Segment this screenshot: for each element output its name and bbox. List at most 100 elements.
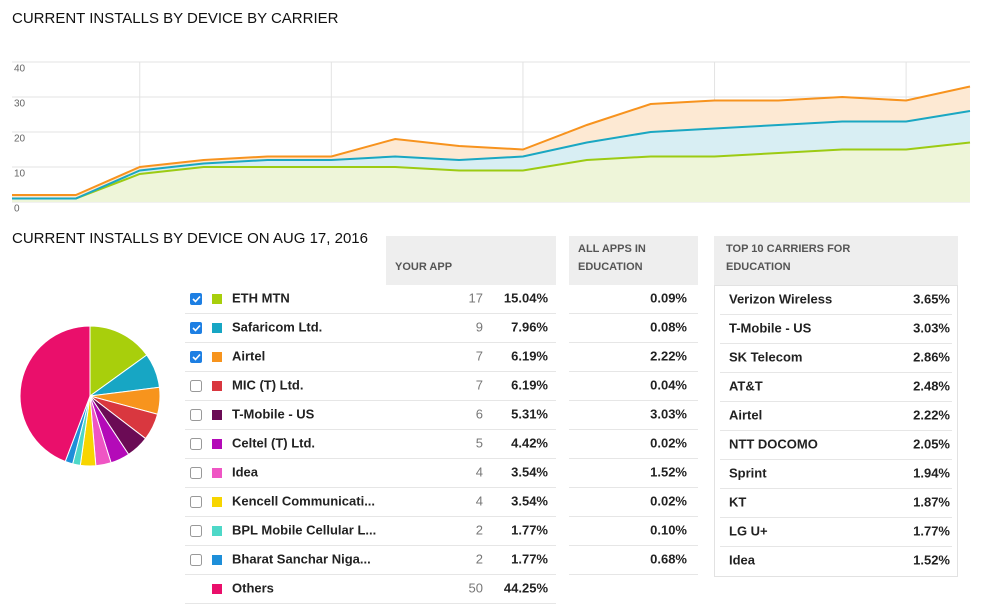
swatch bbox=[212, 352, 222, 362]
install-share: 5.31% bbox=[511, 406, 548, 421]
install-share: 3.54% bbox=[511, 464, 548, 479]
y-tick-label: 40 bbox=[14, 64, 26, 75]
install-count: 2 bbox=[476, 551, 483, 566]
carrier-name: Airtel bbox=[232, 348, 265, 363]
install-share: 44.25% bbox=[504, 580, 549, 595]
install-share: 1.77% bbox=[511, 551, 548, 566]
carrier-share: 1.87% bbox=[913, 494, 950, 509]
swatch bbox=[212, 526, 222, 536]
carrier-name: Idea bbox=[729, 552, 756, 567]
carrier-name: Safaricom Ltd. bbox=[232, 319, 322, 334]
checkbox[interactable] bbox=[190, 438, 202, 450]
y-tick-label: 20 bbox=[14, 134, 26, 145]
checkbox[interactable] bbox=[190, 409, 202, 421]
carrier-share: 2.05% bbox=[913, 436, 950, 451]
carrier-name: KT bbox=[729, 494, 746, 509]
area bbox=[12, 111, 970, 199]
install-share: 6.19% bbox=[511, 377, 548, 392]
carrier-share: 3.03% bbox=[913, 320, 950, 335]
install-count: 17 bbox=[469, 290, 483, 305]
education-share: 0.68% bbox=[650, 551, 687, 566]
swatch bbox=[212, 439, 222, 449]
education-share: 0.04% bbox=[650, 377, 687, 392]
checkbox[interactable] bbox=[190, 496, 202, 508]
swatch bbox=[212, 468, 222, 478]
carrier-name: LG U+ bbox=[729, 523, 768, 538]
y-tick-label: 30 bbox=[14, 99, 26, 110]
pie-slice bbox=[89, 325, 148, 397]
line bbox=[12, 141, 971, 200]
education-share: 0.08% bbox=[650, 319, 687, 334]
checkbox[interactable] bbox=[190, 322, 202, 334]
check-mark bbox=[192, 353, 201, 361]
carrier-name: NTT DOCOMO bbox=[729, 436, 818, 451]
carrier-name: Bharat Sanchar Niga... bbox=[232, 551, 371, 566]
carrier-share: 1.77% bbox=[913, 523, 950, 538]
carrier-name: Others bbox=[232, 580, 274, 595]
education-share: 0.02% bbox=[650, 493, 687, 508]
header-bg bbox=[569, 236, 698, 285]
check-mark bbox=[192, 324, 201, 332]
header: EDUCATION bbox=[726, 261, 791, 273]
carrier-name: Idea bbox=[232, 464, 259, 479]
install-count: 2 bbox=[476, 522, 483, 537]
carrier-name: T-Mobile - US bbox=[232, 406, 315, 421]
chart-title: CURRENT INSTALLS BY DEVICE ON AUG 17, 20… bbox=[12, 230, 368, 247]
carrier-share: 2.86% bbox=[913, 349, 950, 364]
install-share: 15.04% bbox=[504, 290, 549, 305]
education-share: 0.10% bbox=[650, 522, 687, 537]
pie-slice bbox=[19, 325, 91, 463]
checkbox[interactable] bbox=[190, 467, 202, 479]
chart-title: CURRENT INSTALLS BY DEVICE BY CARRIER bbox=[12, 10, 339, 27]
checkbox[interactable] bbox=[190, 380, 202, 392]
header: YOUR APP bbox=[395, 261, 452, 273]
carrier-name: ETH MTN bbox=[232, 290, 290, 305]
carrier-name: BPL Mobile Cellular L... bbox=[232, 522, 376, 537]
checkbox[interactable] bbox=[190, 293, 202, 305]
carrier-share: 1.94% bbox=[913, 465, 950, 480]
header-bg bbox=[714, 236, 958, 285]
carrier-name: Airtel bbox=[729, 407, 762, 422]
swatch bbox=[212, 497, 222, 507]
carrier-name: Verizon Wireless bbox=[729, 291, 832, 306]
carrier-share: 2.48% bbox=[913, 378, 950, 393]
carrier-name: Kencell Communicati... bbox=[232, 493, 375, 508]
header-bg bbox=[386, 236, 556, 285]
carrier-share: 2.22% bbox=[913, 407, 950, 422]
education-share: 0.09% bbox=[650, 290, 687, 305]
checkbox[interactable] bbox=[190, 554, 202, 566]
install-count: 6 bbox=[476, 406, 483, 421]
install-count: 7 bbox=[476, 348, 483, 363]
swatch bbox=[212, 323, 222, 333]
education-share: 3.03% bbox=[650, 406, 687, 421]
install-count: 7 bbox=[476, 377, 483, 392]
carrier-name: Sprint bbox=[729, 465, 767, 480]
header: TOP 10 CARRIERS FOR bbox=[726, 243, 850, 255]
area bbox=[12, 142, 970, 202]
install-count: 50 bbox=[469, 580, 483, 595]
install-share: 1.77% bbox=[511, 522, 548, 537]
line bbox=[12, 85, 971, 196]
install-share: 6.19% bbox=[511, 348, 548, 363]
check-mark bbox=[192, 295, 201, 303]
y-tick-label: 10 bbox=[14, 169, 26, 180]
carrier-share: 1.52% bbox=[913, 552, 950, 567]
install-share: 4.42% bbox=[511, 435, 548, 450]
carrier-name: T-Mobile - US bbox=[729, 320, 812, 335]
carrier-box bbox=[714, 285, 958, 577]
y-tick-label: 0 bbox=[14, 204, 20, 215]
carrier-name: MIC (T) Ltd. bbox=[232, 377, 303, 392]
area bbox=[12, 86, 970, 199]
header: ALL APPS IN bbox=[578, 243, 646, 255]
swatch bbox=[212, 584, 222, 594]
swatch bbox=[212, 410, 222, 420]
line bbox=[12, 110, 971, 200]
install-count: 4 bbox=[476, 493, 483, 508]
checkbox[interactable] bbox=[190, 351, 202, 363]
checkbox[interactable] bbox=[190, 525, 202, 537]
swatch bbox=[212, 381, 222, 391]
install-share: 3.54% bbox=[511, 493, 548, 508]
education-share: 2.22% bbox=[650, 348, 687, 363]
carrier-name: Celtel (T) Ltd. bbox=[232, 435, 315, 450]
